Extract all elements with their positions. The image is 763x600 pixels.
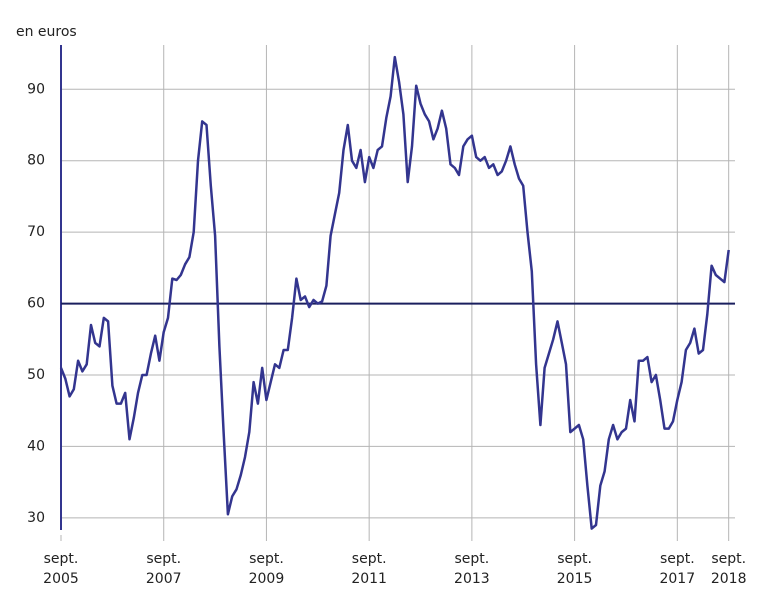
y-tick-label: 40 — [27, 438, 45, 454]
x-tick-label: 2017 — [659, 571, 695, 587]
x-tick-label: sept. — [711, 551, 746, 567]
x-tick-label: 2013 — [454, 571, 490, 587]
x-tick-label: sept. — [455, 551, 490, 567]
y-tick-label: 90 — [27, 81, 45, 97]
x-tick-label: 2018 — [711, 571, 747, 587]
x-tick-label: sept. — [557, 551, 592, 567]
x-tick-label: sept. — [44, 551, 79, 567]
x-tick-label: 2009 — [249, 571, 285, 587]
y-tick-label: 50 — [27, 367, 45, 383]
y-axis-label: en euros — [16, 24, 77, 40]
y-tick-label: 80 — [27, 153, 45, 169]
y-tick-label: 70 — [27, 224, 45, 240]
x-tick-label: sept. — [249, 551, 284, 567]
x-tick-label: 2011 — [351, 571, 387, 587]
x-tick-label: sept. — [352, 551, 387, 567]
x-tick-label: 2005 — [43, 571, 79, 587]
x-tick-label: sept. — [146, 551, 181, 567]
y-tick-label: 30 — [27, 510, 45, 526]
y-tick-label: 60 — [27, 296, 45, 312]
x-tick-label: 2007 — [146, 571, 182, 587]
x-tick-label: sept. — [660, 551, 695, 567]
data-line — [59, 55, 730, 530]
x-tick-label: 2015 — [557, 571, 593, 587]
